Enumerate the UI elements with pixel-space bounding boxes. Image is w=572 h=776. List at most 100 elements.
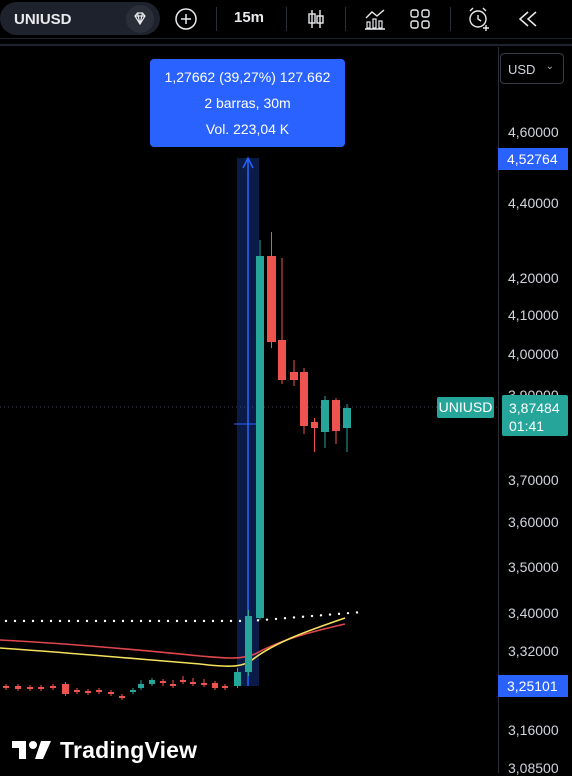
indicator-dot [76,619,80,623]
candle-type-icon[interactable] [302,5,330,33]
indicator-dot [274,617,278,621]
candle-body [234,672,241,686]
measure-tooltip: 1,27662 (39,27%) 127.662 2 barras, 30m V… [150,59,345,147]
indicator-dot [355,611,359,614]
indicator-dot [67,619,71,623]
measure-volume: Vol. 223,04 K [205,121,290,137]
indicator-dot [337,612,341,616]
indicator-dot [31,619,35,623]
candle-body [3,686,9,688]
indicators-icon[interactable] [361,5,389,33]
measure-arrow-head [242,156,254,169]
indicator-dot [13,619,17,623]
price-tick: 4,10000 [508,307,559,323]
indicator-dot [292,616,296,619]
measure-bottom-price: 3,25101 [507,678,558,694]
candle-body [38,687,44,689]
alert-icon[interactable] [465,5,493,33]
indicator-dot [175,619,179,623]
candle-body [74,690,80,692]
indicator-dot [301,615,305,618]
indicator-dot [121,619,125,623]
candle-body [332,400,340,431]
indicator-dot [256,619,260,622]
candle-body [300,372,308,426]
replay-icon[interactable] [514,5,542,33]
candle-body [190,682,196,684]
candle-body [245,616,252,672]
candle-body [180,680,186,682]
tradingview-watermark[interactable]: TradingView [12,736,197,764]
indicator-dot [40,619,44,623]
price-tick: 3,32000 [508,643,559,659]
moving-average-red [0,623,346,659]
indicator-dot [220,619,224,623]
indicator-dot [58,619,62,623]
toolbar-bottom-border [0,44,572,46]
indicator-dot [193,619,197,623]
candle-body [212,683,218,688]
candle-body [222,686,228,688]
indicator-dot [319,614,323,617]
indicator-dot [130,619,134,623]
measure-bottom-price-tag: 3,25101 [498,675,568,697]
indicator-dot [103,619,107,623]
tradingview-logo-icon [12,741,51,759]
bar-countdown: 01:41 [509,418,545,434]
indicator-dot [148,619,152,623]
candle-body [256,256,264,618]
indicator-dot [229,619,233,623]
candle-body [50,686,56,688]
candle-body [321,400,329,432]
interval-button[interactable]: 15m [234,9,265,26]
candle-body [119,696,125,698]
layout-grid-icon[interactable] [406,5,434,33]
candlestick-series [3,232,351,700]
indicator-dot [139,619,143,623]
indicator-dot [202,619,206,623]
dotted-indicator [4,611,359,623]
indicator-dot [310,614,314,618]
moving-average-yellow [0,617,346,667]
top-toolbar: UNIUSD 15m [0,0,572,39]
chevron-down-icon: ⌄ [545,61,554,72]
measure-top-price-tag: 4,52764 [498,148,568,170]
toolbar-divider [286,7,287,31]
candle-body [149,680,155,684]
toolbar-divider [345,7,346,31]
candle-body [278,340,286,380]
symbol-search-button[interactable]: UNIUSD [0,2,160,35]
price-tick: 4,40000 [508,195,559,211]
symbol-label: UNIUSD [14,11,72,28]
price-tick: 3,16000 [508,722,559,738]
indicator-dot [85,619,89,623]
last-price-tag: 3,87484 01:41 [502,395,568,436]
price-tick: 4,60000 [508,124,559,140]
candle-body [96,690,102,692]
candle-body [311,422,318,428]
candle-body [290,372,298,380]
indicator-dot [346,611,350,615]
candle-body [201,683,207,685]
candle-body [267,256,276,342]
candle-body [27,687,33,689]
toolbar-divider [450,7,451,31]
price-tick: 3,60000 [508,514,559,530]
measure-bars: 2 barras, 30m [204,95,291,111]
toolbar-divider [216,7,217,31]
price-tick: 3,40000 [508,605,559,621]
indicator-dot [112,619,116,623]
candle-body [85,691,91,693]
candle-body [138,684,144,688]
candle-body [15,686,21,689]
measure-change: 1,27662 (39,27%) 127.662 [164,69,331,85]
price-tick: 3,50000 [508,559,559,575]
currency-selector[interactable]: USD ⌄ [500,53,564,84]
indicator-dot [94,619,98,623]
diamond-icon[interactable] [126,5,154,33]
add-symbol-icon[interactable] [172,5,200,33]
indicator-dot [166,619,170,623]
indicator-dot [184,619,188,623]
watermark-text: TradingView [60,736,198,763]
